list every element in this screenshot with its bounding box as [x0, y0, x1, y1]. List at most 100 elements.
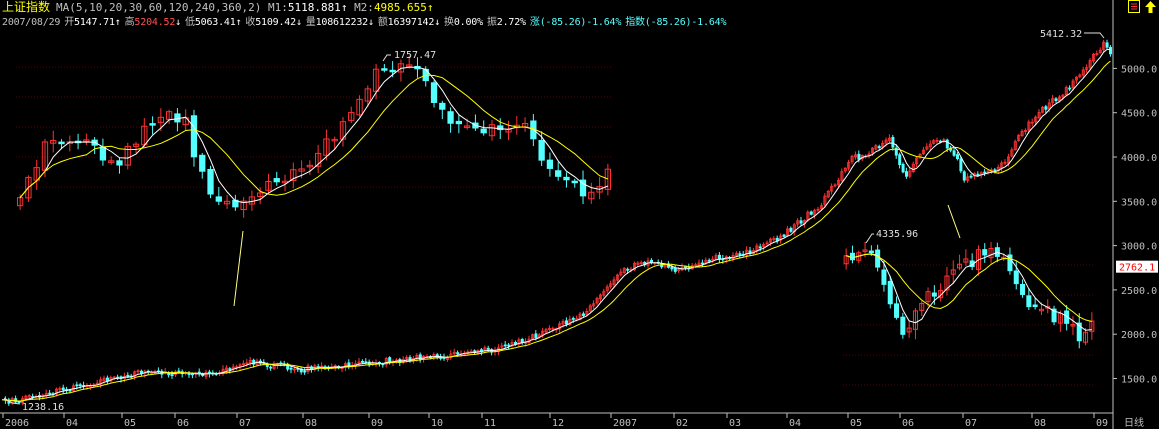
main-candle-body — [384, 358, 388, 365]
main-candle-body — [809, 211, 813, 215]
inset-left-candle-body — [389, 69, 396, 73]
main-candle-body — [177, 370, 181, 373]
x-tick-label: 02 — [676, 418, 688, 429]
main-candle-body — [1061, 94, 1065, 98]
main-candle-body — [133, 371, 137, 377]
x-unit-label: 日线 — [1124, 416, 1144, 429]
x-tick-label: 06 — [177, 418, 189, 429]
main-candle-body — [582, 313, 586, 316]
inset-left-candle-body — [25, 176, 32, 199]
main-candle-body — [908, 170, 912, 177]
main-candle-body — [514, 342, 518, 345]
main-candle-body — [684, 266, 688, 269]
main-candle-body — [915, 157, 919, 165]
inset-right-candle-body — [931, 292, 937, 297]
x-tick-label: 12 — [552, 418, 564, 429]
main-candle-body — [969, 175, 973, 178]
x-tick-label: 09 — [1096, 418, 1108, 429]
change-value: (-85.26)-1.64% — [539, 17, 622, 28]
main-candle-body — [884, 139, 888, 144]
inset-right-candle-body — [919, 302, 925, 311]
inset-left-candle-body — [364, 88, 371, 102]
index-change-value: (-85.26)-1.64% — [644, 17, 727, 28]
main-candle-body — [531, 334, 535, 340]
main-candle-body — [388, 357, 392, 363]
inset-right-candle-body — [1083, 331, 1089, 343]
inset-left-candle-body — [348, 112, 355, 121]
close-value: 5109.42 — [255, 17, 296, 28]
main-candle-body — [694, 264, 698, 267]
inset-left-candle-body — [33, 167, 40, 181]
main-candle-body — [871, 147, 875, 154]
main-candle-body — [874, 145, 878, 150]
main-candle-body — [602, 290, 606, 296]
main-candle-body — [347, 362, 351, 367]
x-tick-label: 10 — [431, 418, 443, 429]
connector-line — [947, 204, 961, 239]
main-candle-body — [1051, 98, 1055, 103]
inset-left-candle-body — [50, 140, 57, 144]
main-candle-body — [1017, 134, 1021, 142]
main-candle-body — [585, 311, 589, 316]
main-candle-body — [248, 359, 252, 363]
main-candle-body — [456, 352, 460, 355]
main-candle-body — [1054, 98, 1058, 101]
main-candle-body — [289, 367, 293, 370]
x-tick-label: 05 — [124, 418, 136, 429]
main-candle-body — [830, 185, 834, 192]
m1-label: M1: — [267, 1, 288, 14]
inset-left-candle-body — [546, 159, 554, 169]
high-label: 高 — [124, 17, 135, 28]
inset-left-ma-slow — [19, 74, 609, 199]
main-candle-body — [61, 387, 65, 391]
main-candle-body — [1041, 106, 1045, 113]
inset-right-candle-body — [862, 249, 868, 252]
x-tick-label: 11 — [484, 418, 496, 429]
main-candle-body — [500, 345, 504, 348]
inset-right-candle-body — [912, 310, 918, 330]
high-arrow: ↓ — [175, 17, 181, 28]
main-candle-body — [911, 163, 915, 173]
main-candle-body — [799, 220, 803, 224]
main-candle-body — [772, 238, 776, 241]
inset-left-candle-body — [406, 64, 413, 67]
main-candle-body — [299, 368, 303, 373]
main-candle-body — [735, 253, 739, 256]
main-candle-body — [231, 366, 235, 369]
main-candle-body — [956, 154, 960, 160]
main-candle-body — [782, 234, 786, 237]
main-candle-body — [823, 195, 827, 206]
main-candle-body — [1068, 87, 1072, 90]
inset-left-candle-body — [174, 113, 181, 123]
settings-icon[interactable] — [1128, 0, 1140, 13]
inset-left-candle-body — [165, 111, 173, 120]
main-candle-body — [959, 158, 963, 172]
main-candle-body — [95, 382, 99, 385]
turnover-label: 换 — [444, 17, 454, 28]
volume-arrow: ↓ — [367, 17, 374, 28]
main-candle-body — [779, 235, 783, 241]
up-arrow-icon[interactable] — [1145, 1, 1156, 13]
main-candle-body — [170, 374, 174, 376]
inset-left-candle-body — [430, 82, 438, 103]
inset-left-candle-body — [579, 179, 587, 197]
main-candle-body — [571, 317, 575, 320]
ma-params: MA(5,10,20,30,60,120,240,360,2) — [56, 1, 262, 14]
inset-right-ma-fast — [845, 251, 1092, 331]
inset-left-candle-body — [555, 170, 562, 177]
main-candle-body — [24, 395, 28, 400]
main-candle-body — [112, 376, 116, 379]
main-candle-body — [190, 373, 194, 376]
main-candle-body — [1030, 121, 1034, 124]
main-candle-body — [670, 266, 674, 270]
main-price-series — [1, 39, 1113, 406]
main-candle-body — [1105, 42, 1109, 48]
main-candle-body — [224, 367, 228, 371]
inset-left-candle-body — [323, 138, 330, 156]
main-candle-body — [592, 303, 596, 307]
inset-left-candle-body — [463, 125, 471, 128]
main-candle-body — [633, 263, 637, 271]
inset-right-candle-body — [1057, 313, 1063, 324]
main-candle-body — [486, 347, 490, 350]
x-tick-label: 08 — [305, 418, 317, 429]
